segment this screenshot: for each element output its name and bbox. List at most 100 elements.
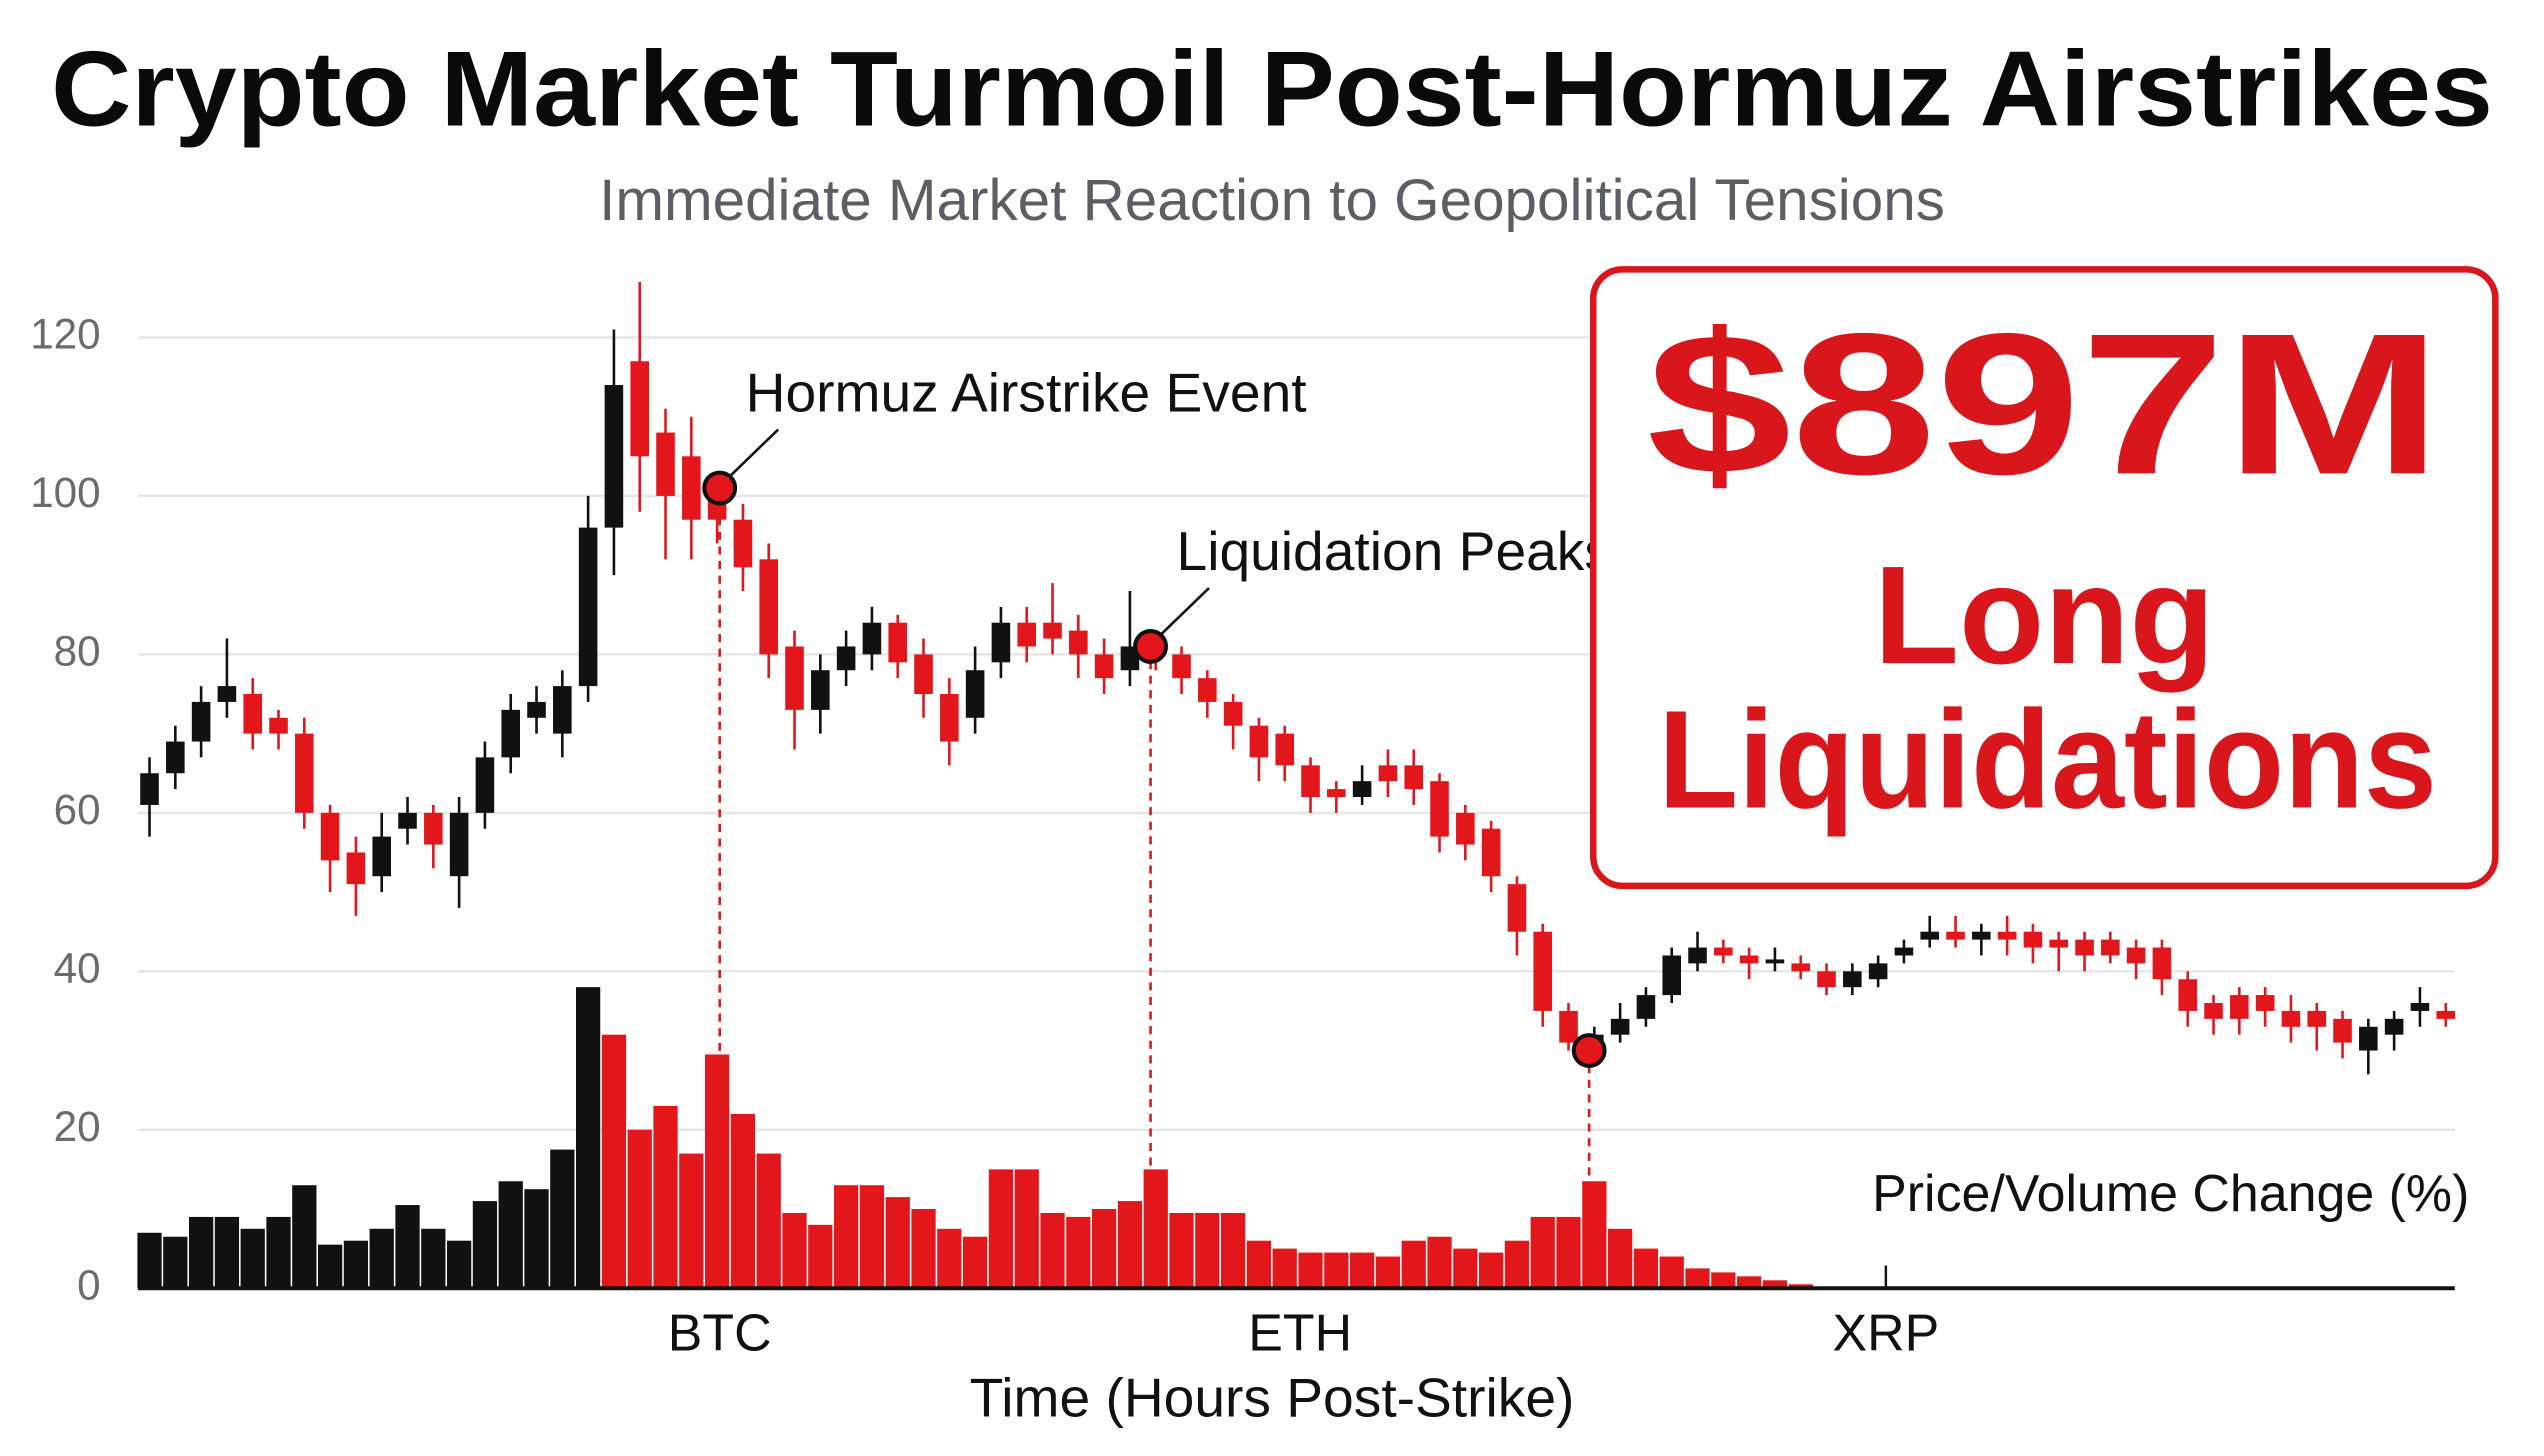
candle-body (1456, 812, 1475, 845)
candle-body (604, 385, 624, 528)
volume-bar (937, 1228, 962, 1289)
volume-bar (550, 1149, 575, 1289)
candle-body (2436, 1010, 2456, 1019)
candle-body (965, 670, 985, 718)
volume-bar (1659, 1256, 1684, 1289)
candle-body (2230, 995, 2249, 1019)
candle-body (166, 741, 185, 774)
candle-body (2023, 931, 2043, 948)
callout-box (1590, 266, 2499, 890)
candle-body (940, 694, 959, 742)
candle-body (1791, 963, 1811, 972)
candle-body (2178, 979, 2198, 1011)
y-tick-label: 120 (30, 311, 100, 358)
volume-bar (1298, 1252, 1323, 1289)
annotation-leader (1159, 587, 1210, 637)
volume-bar (524, 1189, 549, 1289)
candle-body (2126, 947, 2146, 964)
candle-body (1997, 931, 2017, 940)
annotation-marker (1571, 1033, 1607, 1068)
candle-body (811, 670, 830, 710)
volume-bar (808, 1224, 833, 1289)
candle-body (733, 519, 753, 568)
candle-body (1481, 828, 1501, 877)
candle-body (553, 686, 572, 734)
candle-body (888, 622, 908, 663)
candle-body (1198, 678, 1217, 702)
volume-bar (214, 1216, 240, 1289)
volume-bar (1169, 1212, 1194, 1289)
candle-body (2333, 1018, 2352, 1043)
volume-bar (1479, 1252, 1504, 1289)
volume-bar (395, 1205, 420, 1289)
candle-body (1843, 971, 1862, 988)
candle-body (2152, 947, 2172, 980)
volume-bar (679, 1153, 704, 1289)
volume-bar (1040, 1212, 1065, 1289)
candle-body (630, 361, 650, 457)
volume-bar (1014, 1169, 1039, 1289)
candle-body (191, 701, 211, 742)
volume-bar (730, 1113, 756, 1289)
candle-body (2384, 1018, 2404, 1035)
volume-bar (188, 1216, 214, 1289)
candle-body (1172, 654, 1191, 679)
candle-body (1094, 654, 1114, 679)
candle-body (862, 622, 882, 655)
y-tick-label: 100 (30, 469, 100, 516)
candle-body (1430, 781, 1449, 837)
candle-body (2049, 939, 2069, 948)
volume-bar (1453, 1248, 1478, 1289)
volume-bar (1582, 1181, 1607, 1289)
annotation-label: Liquidation Peaks (1177, 520, 1612, 582)
candle-body (2281, 1010, 2301, 1027)
volume-bar (1685, 1268, 1710, 1289)
candle-body (2204, 1003, 2223, 1019)
candle-body (2359, 1026, 2378, 1051)
candle-body (2075, 939, 2094, 956)
candle-body (578, 527, 598, 687)
volume-bar (627, 1129, 652, 1289)
volume-bar (163, 1236, 188, 1289)
volume-bar (1091, 1209, 1117, 1289)
candle-body (914, 654, 933, 695)
callout-line: Liquidations (1658, 682, 2437, 838)
volume-bar (1427, 1236, 1452, 1289)
x-axis-label: Time (Hours Post-Strike) (970, 1366, 1575, 1428)
candle-body (269, 717, 288, 734)
candle-body (320, 812, 340, 861)
volume-bar (782, 1212, 807, 1289)
y-tick-label: 20 (54, 1103, 101, 1150)
candle-body (1739, 955, 1759, 964)
candle-body (140, 773, 159, 805)
volume-bar (1608, 1228, 1633, 1289)
candle-body (1714, 947, 1733, 956)
volume-bar (704, 1054, 730, 1289)
callout-amount: $897M (1647, 291, 2442, 516)
volume-bar (1556, 1216, 1581, 1289)
candle-body (1972, 931, 1991, 940)
candle-body (372, 836, 392, 877)
volume-bar (1530, 1216, 1555, 1289)
candle-body (1275, 733, 1295, 766)
candle-body (656, 432, 675, 496)
candle-body (1352, 781, 1372, 798)
y-tick-label: 80 (54, 628, 101, 675)
candle-body (1894, 947, 1914, 956)
candle-body (1043, 622, 1062, 639)
volume-bar (137, 1232, 162, 1289)
candle-body (1688, 947, 1707, 964)
volume-bar (369, 1228, 394, 1289)
candle-body (1610, 1018, 1630, 1035)
candle-body (1817, 971, 1836, 988)
candle-body (1507, 884, 1527, 932)
volume-bar (343, 1240, 369, 1289)
volume-bar (1117, 1201, 1143, 1289)
candle-body (1533, 931, 1553, 1011)
x-tick-label: ETH (1248, 1305, 1352, 1363)
volume-bar (421, 1228, 446, 1289)
candle-body (1069, 630, 1088, 655)
candle-body (1636, 995, 1656, 1019)
candle-body (1017, 622, 1037, 647)
